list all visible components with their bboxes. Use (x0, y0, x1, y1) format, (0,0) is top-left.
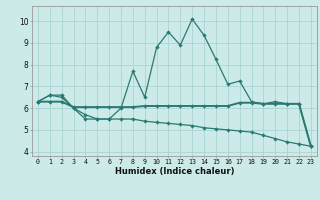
X-axis label: Humidex (Indice chaleur): Humidex (Indice chaleur) (115, 167, 234, 176)
